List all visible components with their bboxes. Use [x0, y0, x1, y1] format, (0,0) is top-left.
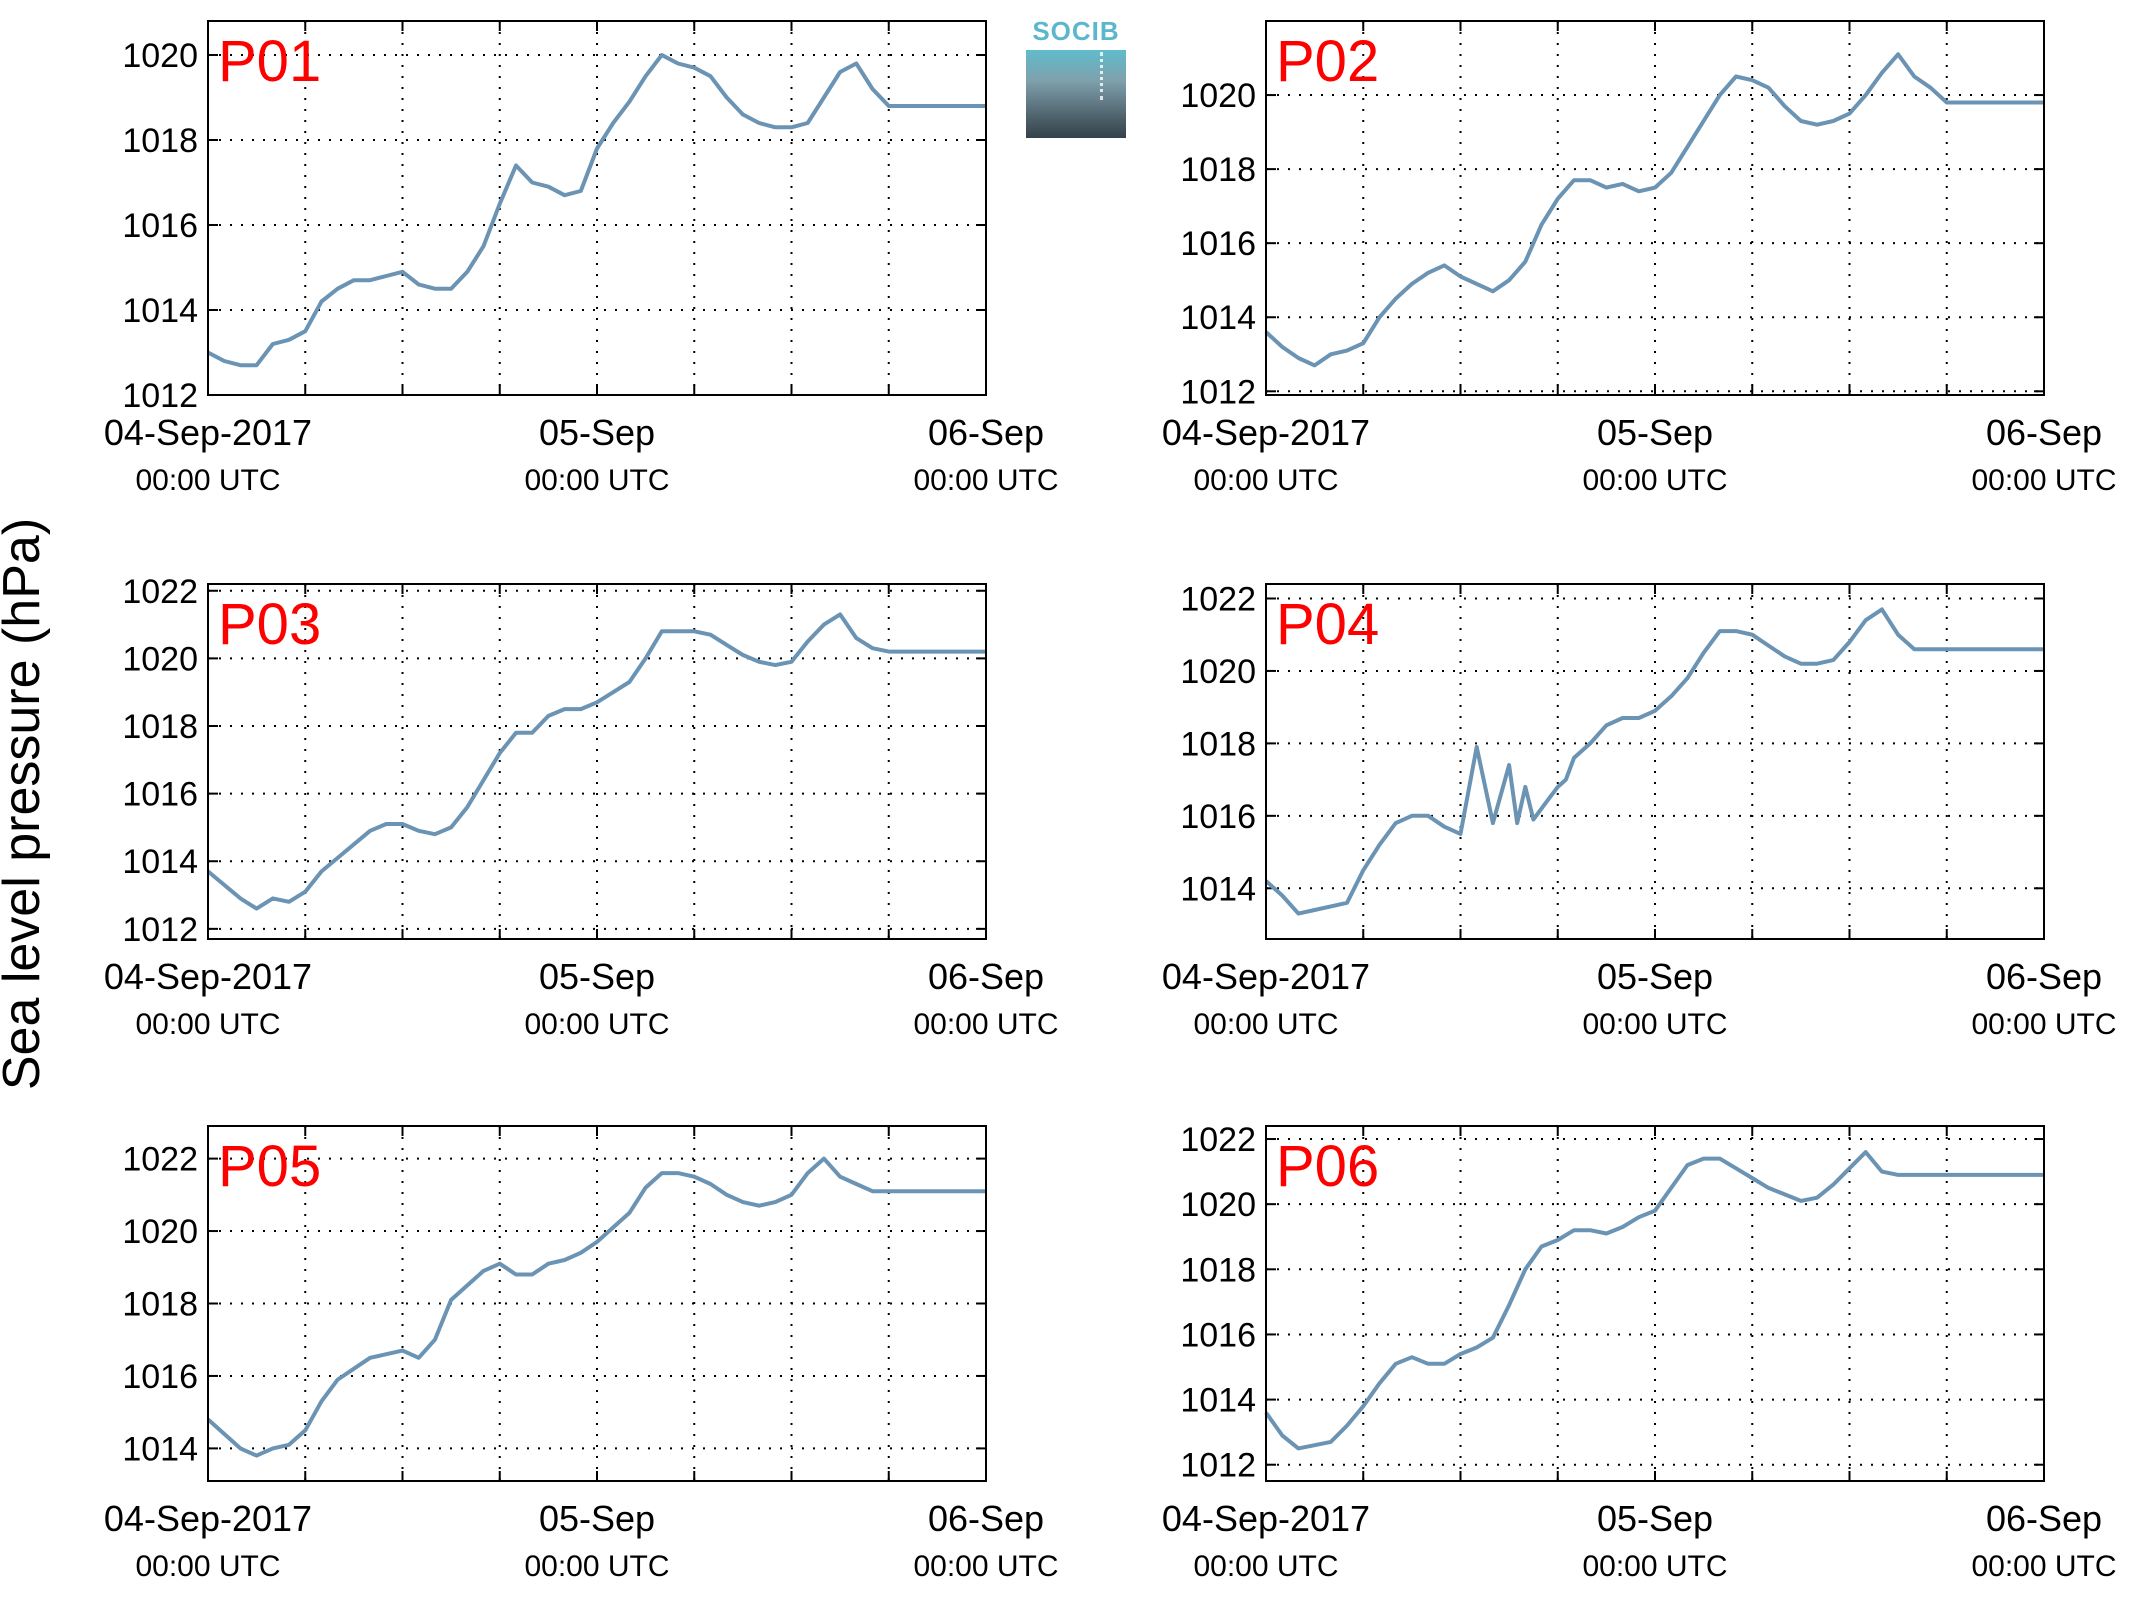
panel-title: P06	[1276, 1134, 1379, 1199]
x-tick-time-label: 00:00 UTC	[1971, 464, 2116, 497]
socib-logo: SOCIB	[1026, 16, 1126, 138]
x-tick-date-label: 05-Sep	[539, 412, 655, 453]
plot-frame	[207, 20, 987, 396]
x-tick-time-label: 00:00 UTC	[1971, 1550, 2116, 1583]
x-tick-time-label: 00:00 UTC	[913, 1008, 1058, 1041]
y-tick-label: 1014	[122, 843, 198, 881]
series-line	[206, 612, 986, 911]
y-tick-label: 1020	[1180, 77, 1256, 115]
panel-title: P04	[1276, 592, 1379, 657]
y-tick-label: 1022	[122, 1141, 198, 1179]
plot-frame	[1265, 1125, 2045, 1482]
x-tick-time-label: 00:00 UTC	[1971, 1008, 2116, 1041]
x-tick-date-label: 04-Sep-2017	[104, 956, 312, 997]
y-tick-label: 1022	[1180, 1121, 1256, 1159]
y-tick-label: 1018	[122, 708, 198, 746]
panel-title: P03	[218, 592, 321, 657]
y-tick-label: 1018	[1180, 1251, 1256, 1289]
x-tick-date-label: 06-Sep	[1986, 1498, 2102, 1539]
x-tick-date-label: 05-Sep	[1597, 412, 1713, 453]
x-tick-time-label: 00:00 UTC	[524, 1008, 669, 1041]
y-tick-label: 1012	[122, 911, 198, 949]
y-tick-label: 1020	[122, 1213, 198, 1251]
y-tick-label: 1018	[1180, 725, 1256, 763]
x-tick-date-label: 05-Sep	[539, 956, 655, 997]
logo-graphic	[1026, 50, 1126, 138]
x-tick-date-label: 06-Sep	[1986, 412, 2102, 453]
x-tick-time-label: 00:00 UTC	[1582, 1008, 1727, 1041]
x-tick-time-label: 00:00 UTC	[913, 464, 1058, 497]
y-tick-label: 1022	[1180, 580, 1256, 618]
x-tick-date-label: 05-Sep	[1597, 1498, 1713, 1539]
x-tick-time-label: 00:00 UTC	[524, 464, 669, 497]
x-tick-date-label: 04-Sep-2017	[104, 412, 312, 453]
x-tick-date-label: 04-Sep-2017	[1162, 1498, 1370, 1539]
y-tick-label: 1014	[122, 1430, 198, 1468]
panel-title: P01	[218, 29, 321, 94]
x-tick-time-label: 00:00 UTC	[1193, 464, 1338, 497]
y-tick-label: 1016	[1180, 1316, 1256, 1354]
y-tick-label: 1016	[122, 776, 198, 814]
x-tick-time-label: 00:00 UTC	[1193, 1008, 1338, 1041]
y-tick-label: 1012	[1180, 373, 1256, 411]
x-tick-date-label: 06-Sep	[928, 412, 1044, 453]
y-tick-label: 1012	[1180, 1447, 1256, 1485]
plot-frame	[1265, 583, 2045, 940]
x-tick-time-label: 00:00 UTC	[1582, 1550, 1727, 1583]
y-tick-label: 1016	[122, 207, 198, 245]
x-tick-time-label: 00:00 UTC	[135, 464, 280, 497]
logo-text: SOCIB	[1032, 16, 1120, 46]
panel-title: P02	[1276, 29, 1379, 94]
y-tick-label: 1020	[1180, 653, 1256, 691]
x-tick-time-label: 00:00 UTC	[1193, 1550, 1338, 1583]
series-line	[1264, 1150, 2044, 1451]
series-line	[207, 53, 986, 368]
plot-frame	[207, 583, 987, 940]
y-tick-label: 1018	[122, 122, 198, 160]
y-tick-label: 1014	[1180, 870, 1256, 908]
y-tick-label: 1020	[1180, 1186, 1256, 1224]
y-tick-label: 1018	[122, 1286, 198, 1324]
y-tick-label: 1016	[1180, 225, 1256, 263]
y-tick-label: 1020	[122, 640, 198, 678]
y-tick-label: 1022	[122, 573, 198, 611]
series-line	[206, 1156, 986, 1458]
x-tick-date-label: 04-Sep-2017	[1162, 956, 1370, 997]
y-tick-label: 1014	[1180, 1382, 1256, 1420]
panel-title: P05	[218, 1134, 321, 1199]
y-tick-label: 1014	[122, 292, 198, 330]
x-tick-time-label: 00:00 UTC	[135, 1550, 280, 1583]
y-tick-label: 1016	[1180, 798, 1256, 836]
series-line	[1264, 52, 2044, 368]
plot-frame	[1265, 20, 2045, 396]
x-tick-date-label: 05-Sep	[539, 1498, 655, 1539]
y-tick-label: 1014	[1180, 299, 1256, 337]
x-tick-date-label: 04-Sep-2017	[1162, 412, 1370, 453]
y-tick-label: 1016	[122, 1358, 198, 1396]
x-tick-time-label: 00:00 UTC	[1582, 464, 1727, 497]
y-tick-label: 1012	[122, 377, 198, 415]
x-tick-date-label: 06-Sep	[928, 1498, 1044, 1539]
y-tick-label: 1018	[1180, 151, 1256, 189]
series-line	[1264, 607, 2044, 916]
x-tick-date-label: 05-Sep	[1597, 956, 1713, 997]
plot-frame	[207, 1125, 987, 1482]
x-tick-date-label: 04-Sep-2017	[104, 1498, 312, 1539]
x-tick-date-label: 06-Sep	[1986, 956, 2102, 997]
logo-dotted-line	[1100, 52, 1106, 100]
x-tick-time-label: 00:00 UTC	[135, 1008, 280, 1041]
y-tick-label: 1020	[122, 37, 198, 75]
x-tick-time-label: 00:00 UTC	[913, 1550, 1058, 1583]
x-tick-date-label: 06-Sep	[928, 956, 1044, 997]
x-tick-time-label: 00:00 UTC	[524, 1550, 669, 1583]
